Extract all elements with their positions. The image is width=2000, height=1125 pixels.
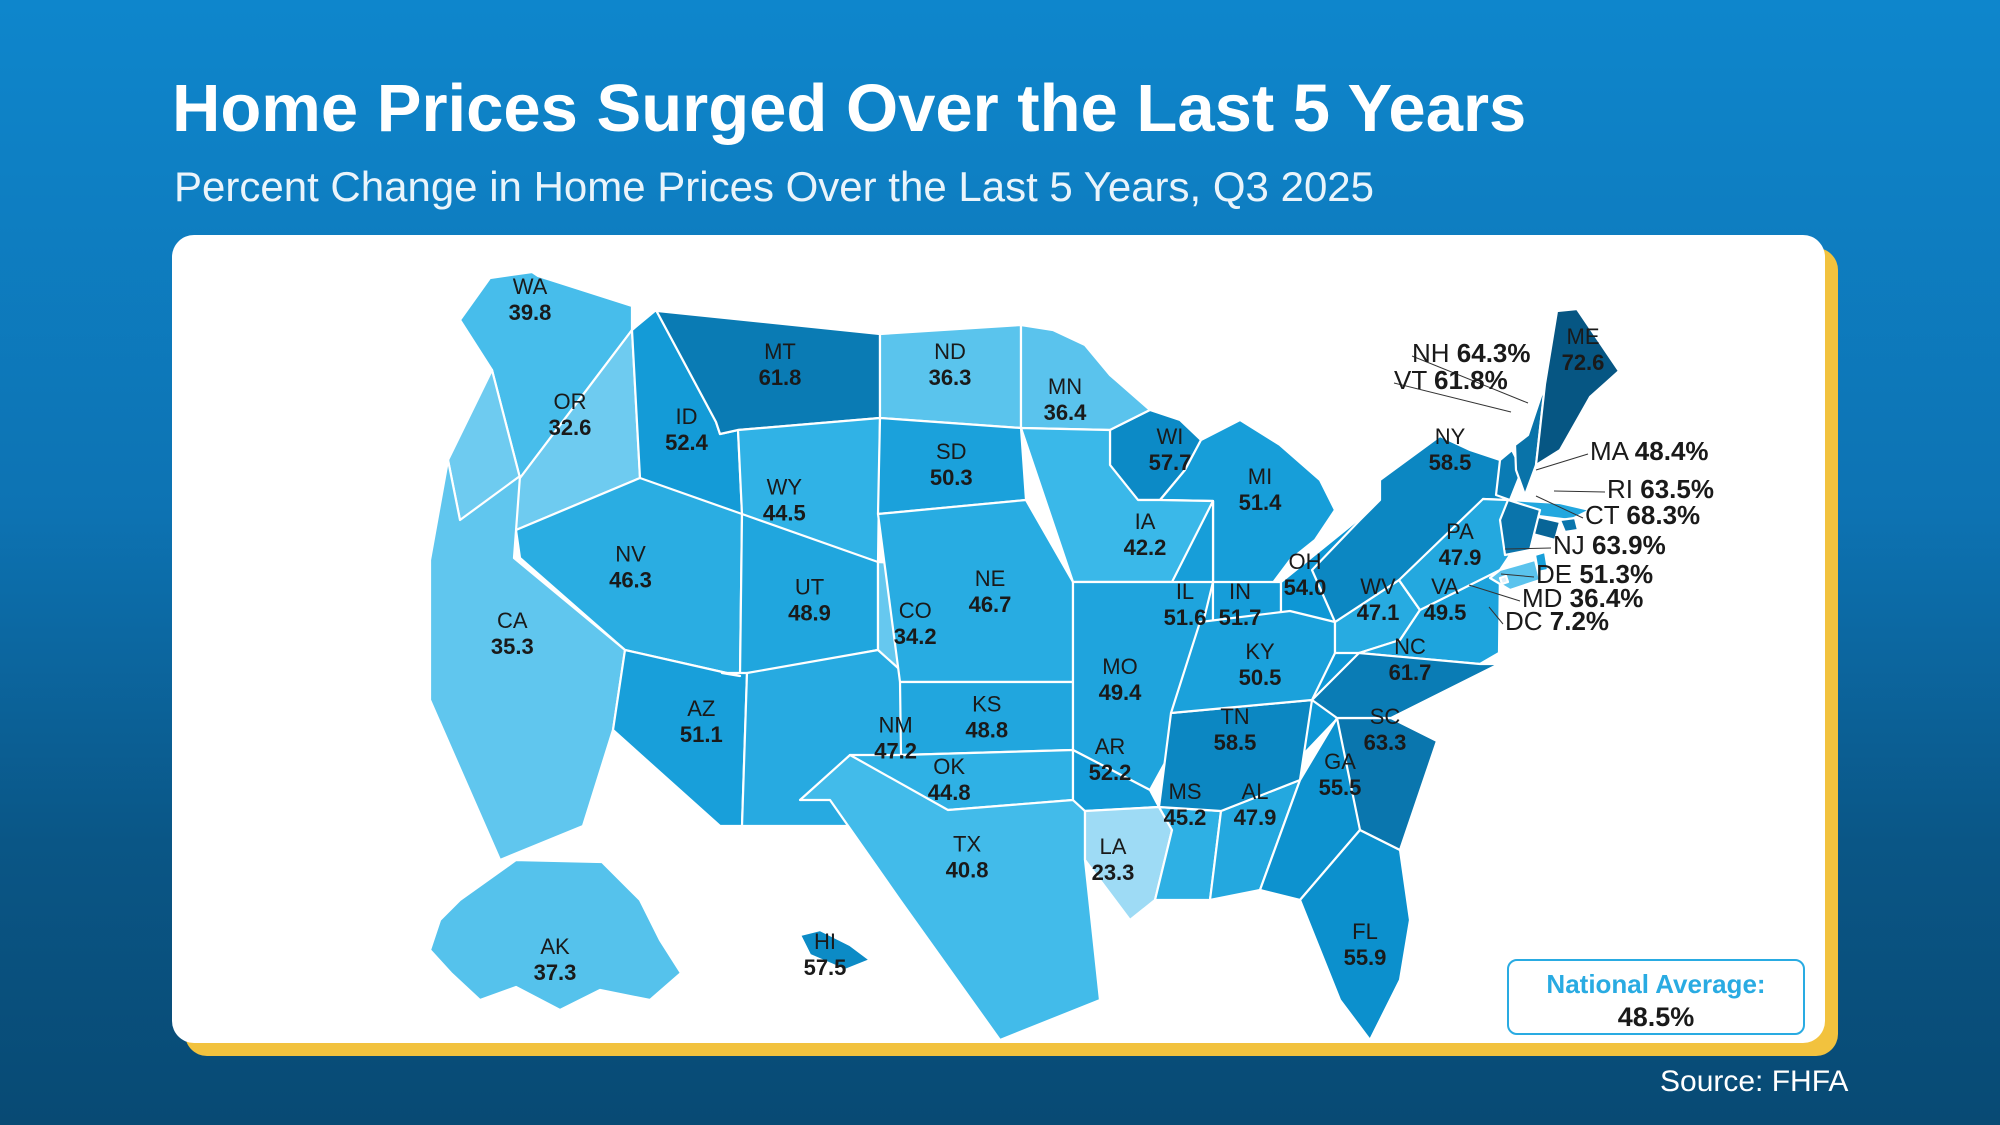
svg-text:TN: TN (1220, 704, 1249, 729)
svg-text:48.8: 48.8 (965, 717, 1008, 742)
svg-text:NJ 63.9%: NJ 63.9% (1553, 530, 1666, 560)
svg-text:IN: IN (1229, 579, 1251, 604)
svg-text:44.5: 44.5 (763, 501, 806, 526)
svg-text:NC: NC (1394, 634, 1426, 659)
svg-text:50.3: 50.3 (930, 465, 973, 490)
svg-text:58.5: 58.5 (1429, 450, 1472, 475)
svg-text:57.5: 57.5 (804, 955, 847, 980)
svg-text:61.7: 61.7 (1389, 660, 1432, 685)
svg-text:55.9: 55.9 (1344, 945, 1387, 970)
svg-text:LA: LA (1100, 834, 1127, 859)
svg-text:63.3: 63.3 (1364, 730, 1407, 755)
svg-text:49.5: 49.5 (1424, 600, 1467, 625)
svg-text:40.8: 40.8 (946, 858, 989, 883)
svg-text:46.7: 46.7 (969, 592, 1012, 617)
svg-text:51.7: 51.7 (1219, 605, 1262, 630)
svg-text:47.2: 47.2 (874, 738, 917, 763)
svg-text:GA: GA (1324, 749, 1356, 774)
svg-text:MA 48.4%: MA 48.4% (1590, 436, 1709, 466)
svg-text:39.8: 39.8 (509, 300, 552, 325)
svg-text:PA: PA (1446, 519, 1474, 544)
svg-text:MN: MN (1048, 374, 1082, 399)
svg-text:36.4: 36.4 (1044, 400, 1088, 425)
svg-text:ME: ME (1567, 324, 1600, 349)
svg-text:FL: FL (1352, 919, 1378, 944)
svg-text:VT 61.8%: VT 61.8% (1394, 365, 1508, 395)
svg-text:AK: AK (540, 934, 570, 959)
svg-text:HI: HI (814, 929, 836, 954)
svg-text:50.5: 50.5 (1239, 665, 1282, 690)
svg-text:52.4: 52.4 (665, 430, 709, 455)
svg-text:48.9: 48.9 (788, 601, 831, 626)
svg-text:WY: WY (767, 475, 803, 500)
svg-text:61.8: 61.8 (759, 365, 802, 390)
svg-text:KS: KS (972, 691, 1001, 716)
svg-text:47.1: 47.1 (1357, 600, 1400, 625)
svg-text:55.5: 55.5 (1319, 775, 1362, 800)
svg-text:54.0: 54.0 (1284, 575, 1327, 600)
svg-text:AL: AL (1242, 779, 1269, 804)
svg-text:UT: UT (795, 575, 824, 600)
svg-text:DC 7.2%: DC 7.2% (1505, 606, 1609, 636)
svg-text:MT: MT (764, 339, 796, 364)
svg-text:MI: MI (1248, 464, 1272, 489)
svg-text:58.5: 58.5 (1214, 730, 1257, 755)
svg-text:36.3: 36.3 (929, 365, 972, 390)
svg-text:46.3: 46.3 (609, 568, 652, 593)
svg-text:CT 68.3%: CT 68.3% (1585, 500, 1700, 530)
svg-text:OR: OR (554, 389, 587, 414)
svg-text:34.2: 34.2 (894, 624, 937, 649)
svg-text:MO: MO (1102, 654, 1137, 679)
svg-text:KY: KY (1245, 639, 1275, 664)
svg-text:AZ: AZ (687, 696, 715, 721)
svg-text:NE: NE (975, 566, 1006, 591)
svg-text:TX: TX (953, 832, 981, 857)
svg-text:AR: AR (1095, 734, 1126, 759)
svg-text:51.6: 51.6 (1164, 605, 1207, 630)
svg-text:CA: CA (497, 608, 528, 633)
svg-text:NH 64.3%: NH 64.3% (1412, 338, 1531, 368)
svg-text:NV: NV (615, 542, 646, 567)
svg-text:51.1: 51.1 (680, 722, 723, 747)
svg-text:IL: IL (1176, 579, 1194, 604)
svg-text:44.8: 44.8 (928, 780, 971, 805)
svg-text:OK: OK (933, 754, 965, 779)
svg-text:IA: IA (1135, 509, 1156, 534)
svg-text:23.3: 23.3 (1092, 860, 1135, 885)
svg-text:OH: OH (1289, 549, 1322, 574)
svg-text:32.6: 32.6 (549, 415, 592, 440)
svg-text:49.4: 49.4 (1099, 680, 1143, 705)
svg-text:WV: WV (1360, 574, 1396, 599)
svg-text:SD: SD (936, 439, 967, 464)
svg-text:NM: NM (879, 712, 913, 737)
svg-text:WI: WI (1157, 424, 1184, 449)
svg-text:45.2: 45.2 (1164, 805, 1207, 830)
svg-text:47.9: 47.9 (1234, 805, 1277, 830)
svg-text:VA: VA (1431, 574, 1459, 599)
svg-text:ID: ID (676, 404, 698, 429)
svg-text:57.7: 57.7 (1149, 450, 1192, 475)
svg-text:CO: CO (899, 598, 932, 623)
svg-text:72.6: 72.6 (1562, 350, 1605, 375)
svg-text:51.4: 51.4 (1239, 490, 1283, 515)
svg-text:WA: WA (513, 274, 548, 299)
svg-text:SC: SC (1370, 704, 1401, 729)
svg-text:52.2: 52.2 (1089, 760, 1132, 785)
svg-text:MS: MS (1169, 779, 1202, 804)
svg-text:42.2: 42.2 (1124, 535, 1167, 560)
svg-text:37.3: 37.3 (534, 960, 577, 985)
svg-text:NY: NY (1435, 424, 1466, 449)
svg-text:ND: ND (934, 339, 966, 364)
svg-text:47.9: 47.9 (1439, 545, 1482, 570)
svg-text:35.3: 35.3 (491, 634, 534, 659)
